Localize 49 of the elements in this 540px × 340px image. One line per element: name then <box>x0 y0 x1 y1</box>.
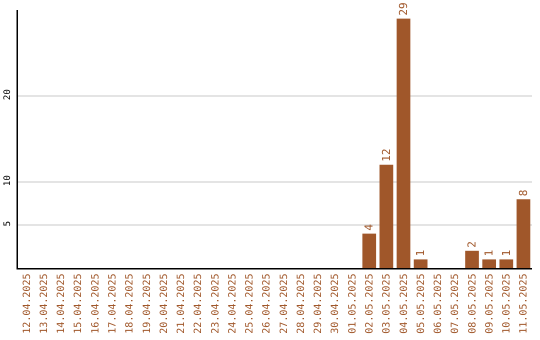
x-tick-label: 15.04.2025 <box>73 274 84 334</box>
bar <box>396 18 410 268</box>
x-tick-label: 25.04.2025 <box>244 274 256 334</box>
x-tick-label: 05.05.2025 <box>416 274 427 334</box>
y-tick-label: 5 <box>2 220 13 226</box>
x-tick-label: 02.05.2025 <box>364 274 376 334</box>
x-tick-label: 06.05.2025 <box>433 274 444 334</box>
data-label: 4 <box>362 224 376 231</box>
x-tick-label: 14.04.2025 <box>56 274 68 334</box>
x-tick-label: 19.04.2025 <box>142 274 153 334</box>
x-tick-label: 10.05.2025 <box>502 274 513 334</box>
data-label: 29 <box>397 2 410 16</box>
x-tick-label: 11.05.2025 <box>518 274 530 334</box>
data-label: 2 <box>466 241 479 248</box>
bar <box>482 259 496 268</box>
x-tick-label: 04.05.2025 <box>398 274 410 334</box>
x-tick-label: 13.04.2025 <box>38 274 50 334</box>
x-tick-label: 30.04.2025 <box>330 274 342 334</box>
bar <box>499 259 514 268</box>
x-tick-label: 03.05.2025 <box>382 274 393 334</box>
y-tick-label: 10 <box>2 175 13 186</box>
x-tick-label: 16.04.2025 <box>90 274 102 334</box>
x-tick-label: 17.04.2025 <box>107 274 118 334</box>
x-tick-label: 26.04.2025 <box>262 274 273 334</box>
x-tick-label: 24.04.2025 <box>227 274 238 334</box>
x-tick-label: 18.04.2025 <box>124 274 136 334</box>
x-tick-label: 27.04.2025 <box>278 274 290 334</box>
bar <box>414 259 428 268</box>
x-tick-label: 21.04.2025 <box>176 274 188 334</box>
data-label: 8 <box>516 190 530 196</box>
x-tick-label: 01.05.2025 <box>347 274 358 334</box>
x-tick-label: 23.04.2025 <box>210 274 222 334</box>
x-tick-label: 28.04.2025 <box>296 274 307 334</box>
x-tick-label: 20.04.2025 <box>158 274 170 334</box>
data-label: 1 <box>482 250 496 256</box>
bar <box>380 164 394 268</box>
x-tick-label: 29.04.2025 <box>313 274 324 334</box>
data-label: 1 <box>500 250 513 256</box>
y-tick-label: 20 <box>2 89 13 100</box>
data-label: 1 <box>414 250 428 256</box>
x-tick-label: 22.04.2025 <box>193 274 204 334</box>
x-tick-label: 08.05.2025 <box>467 274 478 334</box>
x-tick-label: 09.05.2025 <box>484 274 496 334</box>
bar <box>465 250 479 268</box>
bar <box>362 234 376 268</box>
data-label: 12 <box>380 148 393 162</box>
x-tick-label: 12.04.2025 <box>22 274 33 334</box>
x-tick-label: 07.05.2025 <box>450 274 462 334</box>
bar <box>516 199 530 268</box>
